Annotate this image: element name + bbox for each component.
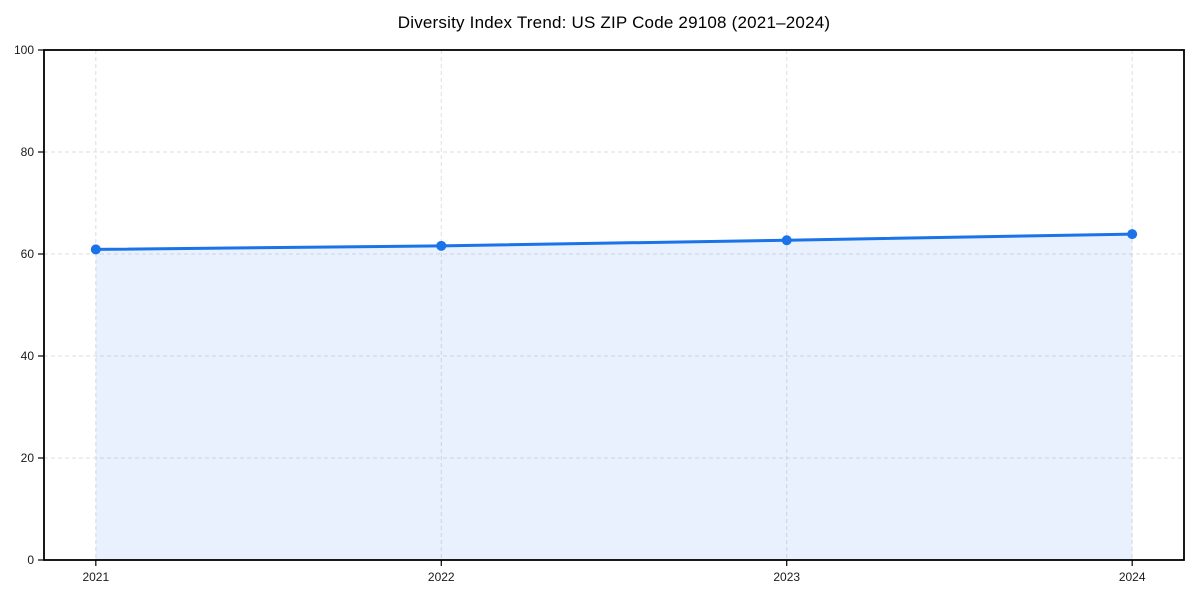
x-tick-label: 2024 (1119, 570, 1146, 584)
y-tick-label: 80 (21, 145, 35, 159)
x-tick-label: 2023 (773, 570, 800, 584)
x-tick-label: 2021 (82, 570, 109, 584)
chart-title: Diversity Index Trend: US ZIP Code 29108… (397, 13, 831, 32)
trend-line (94, 232, 1134, 251)
data-point (436, 240, 447, 251)
x-tick-label: 2022 (428, 570, 455, 584)
data-point (1127, 229, 1138, 240)
data-point (90, 244, 101, 255)
y-tick-label: 60 (21, 247, 35, 261)
area-fill (95, 234, 1133, 561)
y-tick-label: 40 (21, 349, 35, 363)
plot-border (43, 49, 1185, 561)
y-tick-label: 100 (14, 43, 34, 57)
y-tick-label: 0 (27, 553, 34, 567)
data-point (781, 235, 792, 246)
y-tick-label: 20 (21, 451, 35, 465)
